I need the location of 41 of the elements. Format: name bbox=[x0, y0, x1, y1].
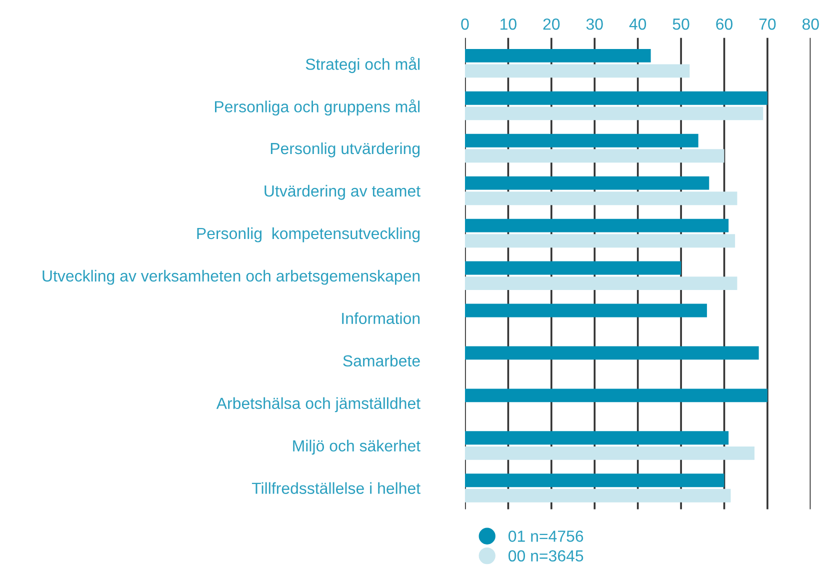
bar bbox=[464, 474, 724, 488]
bar bbox=[464, 261, 682, 275]
x-tick-label: 70 bbox=[759, 18, 776, 30]
y-tick-label: Samarbete bbox=[343, 354, 420, 367]
y-tick-label: Personliga och gruppens mål bbox=[215, 99, 420, 116]
legend-label: 00 n=3645 bbox=[508, 550, 584, 562]
y-tick-label: Personlig kompetensutveckling bbox=[197, 227, 420, 242]
bar bbox=[464, 64, 690, 78]
x-tick-label: 50 bbox=[672, 18, 690, 30]
bar bbox=[464, 48, 651, 62]
y-tick-label: Utvärdering av teamet bbox=[264, 184, 420, 200]
legend-label: 01 n=4756 bbox=[508, 530, 584, 542]
y-tick-label: Miljö och säkerhet bbox=[293, 440, 420, 455]
x-tick-label: 60 bbox=[716, 18, 732, 30]
bar bbox=[464, 488, 731, 502]
bar bbox=[464, 234, 736, 248]
bar bbox=[464, 276, 738, 290]
bar bbox=[464, 134, 698, 148]
bar bbox=[464, 218, 729, 232]
y-tick-label: Personlig utvärdering bbox=[270, 142, 420, 158]
x-tick-label: 20 bbox=[543, 18, 560, 30]
x-tick-label: 80 bbox=[802, 18, 819, 30]
bar bbox=[464, 91, 768, 105]
bar bbox=[464, 304, 707, 318]
bar bbox=[464, 149, 724, 163]
x-tick-label: 10 bbox=[500, 18, 516, 30]
y-tick-label: Utveckling av verksamheten och arbetsgemenskapen bbox=[42, 270, 420, 285]
y-tick-label: Strategi och mål bbox=[306, 56, 420, 74]
bar bbox=[464, 106, 764, 120]
x-tick-label: 0 bbox=[461, 18, 469, 30]
bar bbox=[464, 446, 754, 460]
bar bbox=[464, 431, 729, 445]
x-tick-label: 40 bbox=[629, 18, 646, 30]
bar bbox=[464, 388, 768, 402]
y-tick-label: Tillfredsställelse i helhet bbox=[252, 482, 420, 494]
y-tick-label: Arbetshälsa och jämställdhet bbox=[216, 397, 420, 412]
x-tick-label: 30 bbox=[586, 18, 603, 30]
bar bbox=[464, 192, 738, 206]
y-tick-label: Information bbox=[342, 312, 420, 324]
bar bbox=[464, 176, 710, 190]
bar bbox=[464, 346, 759, 360]
